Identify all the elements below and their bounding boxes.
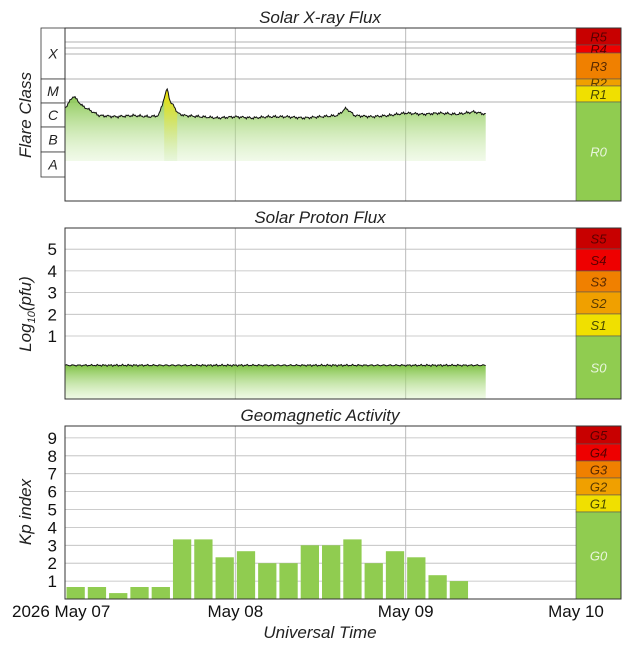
- x-tick-2: May 09: [378, 602, 434, 621]
- geomag-ytick-6: 6: [48, 483, 57, 502]
- xray-scale-label-r5: R5: [590, 30, 607, 45]
- kp-bar-6: [194, 539, 213, 599]
- geomag-ytick-2: 2: [48, 554, 57, 573]
- xray-class-box-x: [40, 27, 66, 80]
- proton-plot: 1 2 3 4 5 S5 S4 S3 S2 S1 S0: [48, 227, 622, 400]
- kp-bar-8: [236, 551, 256, 599]
- proton-ytick-3: 3: [48, 284, 57, 303]
- proton-scale-label-s2: S2: [591, 296, 608, 311]
- proton-frame: [64, 227, 622, 400]
- proton-ylabel: Log10(pfu): [16, 276, 38, 352]
- xray-frame: [64, 27, 622, 202]
- xray-class-label-a: A: [47, 157, 57, 173]
- xray-class-label-x: X: [47, 46, 58, 62]
- xray-scale-r3: [575, 52, 622, 80]
- kp-bar-16: [407, 557, 426, 599]
- kp-bar-0: [66, 587, 85, 599]
- geomag-ytick-7: 7: [48, 465, 57, 484]
- kp-bar-15: [385, 551, 405, 599]
- geomag-title: Geomagnetic Activity: [240, 406, 401, 425]
- geomag-ytick-1: 1: [48, 572, 57, 591]
- x-tick-1: May 08: [207, 602, 263, 621]
- kp-bar-11: [300, 545, 319, 599]
- proton-flux-line: [64, 363, 486, 368]
- xray-scale-r0: [575, 101, 622, 202]
- kp-bar-1: [87, 587, 107, 599]
- xray-title: Solar X-ray Flux: [259, 8, 381, 27]
- kp-bar-4: [151, 587, 170, 599]
- proton-ytick-1: 1: [48, 327, 57, 346]
- xray-flux-line: [64, 87, 486, 120]
- geomag-scale-label-g0: G0: [590, 549, 608, 564]
- proton-scale-label-s3: S3: [591, 275, 608, 290]
- geomag-scale-label-g2: G2: [590, 480, 608, 495]
- x-tick-3: May 10: [548, 602, 604, 621]
- proton-title: Solar Proton Flux: [254, 208, 386, 227]
- kp-bar-14: [364, 563, 383, 599]
- xray-scale-label-r0: R0: [590, 145, 607, 160]
- proton-scale-s0: [575, 335, 622, 400]
- kp-bar-9: [258, 563, 277, 599]
- geomag-ytick-5: 5: [48, 501, 57, 520]
- xray-class-label-c: C: [48, 107, 59, 123]
- x-tick-0: 2026 May 07: [12, 602, 110, 621]
- proton-ytick-2: 2: [48, 305, 57, 324]
- xray-class-box-b: [40, 126, 66, 153]
- proton-scale-label-s0: S0: [591, 361, 608, 376]
- geomag-ytick-4: 4: [48, 518, 57, 537]
- geomag-scale-label-g5: G5: [590, 428, 608, 443]
- xray-class-box-m: [40, 78, 66, 104]
- kp-bar-5: [172, 539, 192, 599]
- kp-bar-13: [343, 539, 362, 599]
- geomag-ylabel: Kp index: [16, 478, 35, 545]
- kp-bar-2: [109, 593, 128, 599]
- proton-scale-label-s1: S1: [591, 318, 607, 333]
- geomag-ytick-9: 9: [48, 429, 57, 448]
- x-axis-label: Universal Time: [263, 623, 376, 642]
- proton-ytick-4: 4: [48, 262, 57, 281]
- xray-scale-label-r3: R3: [590, 59, 607, 74]
- geomag-ytick-3: 3: [48, 536, 57, 555]
- xray-class-label-m: M: [47, 83, 59, 99]
- xray-class-box-a: [40, 151, 66, 178]
- xray-ylabel: Flare Class: [16, 72, 35, 158]
- xray-class-label-b: B: [48, 132, 57, 148]
- geomag-scale-label-g1: G1: [590, 497, 607, 512]
- proton-scale-label-s5: S5: [591, 232, 608, 247]
- kp-bar-7: [215, 557, 234, 599]
- x-axis: 2026 May 07 May 08 May 09 May 10: [12, 602, 604, 621]
- geomag-scale-label-g4: G4: [590, 446, 607, 461]
- kp-bar-17: [428, 575, 447, 599]
- proton-ytick-5: 5: [48, 240, 57, 259]
- kp-bar-3: [130, 587, 149, 599]
- kp-bar-18: [449, 581, 469, 599]
- geomag-ytick-8: 8: [48, 447, 57, 466]
- proton-scale-label-s4: S4: [591, 253, 607, 268]
- xray-plot-area: [65, 28, 576, 201]
- geomag-scale-label-g3: G3: [590, 463, 608, 478]
- proton-flux-fill: [65, 364, 486, 399]
- kp-bar-12: [322, 545, 341, 599]
- geomag-scale-g0: [575, 511, 622, 600]
- kp-bar-10: [279, 563, 298, 599]
- geomag-plot-area: [65, 426, 576, 599]
- geomag-frame: [64, 425, 622, 600]
- xray-scale-label-r1: R1: [590, 87, 607, 102]
